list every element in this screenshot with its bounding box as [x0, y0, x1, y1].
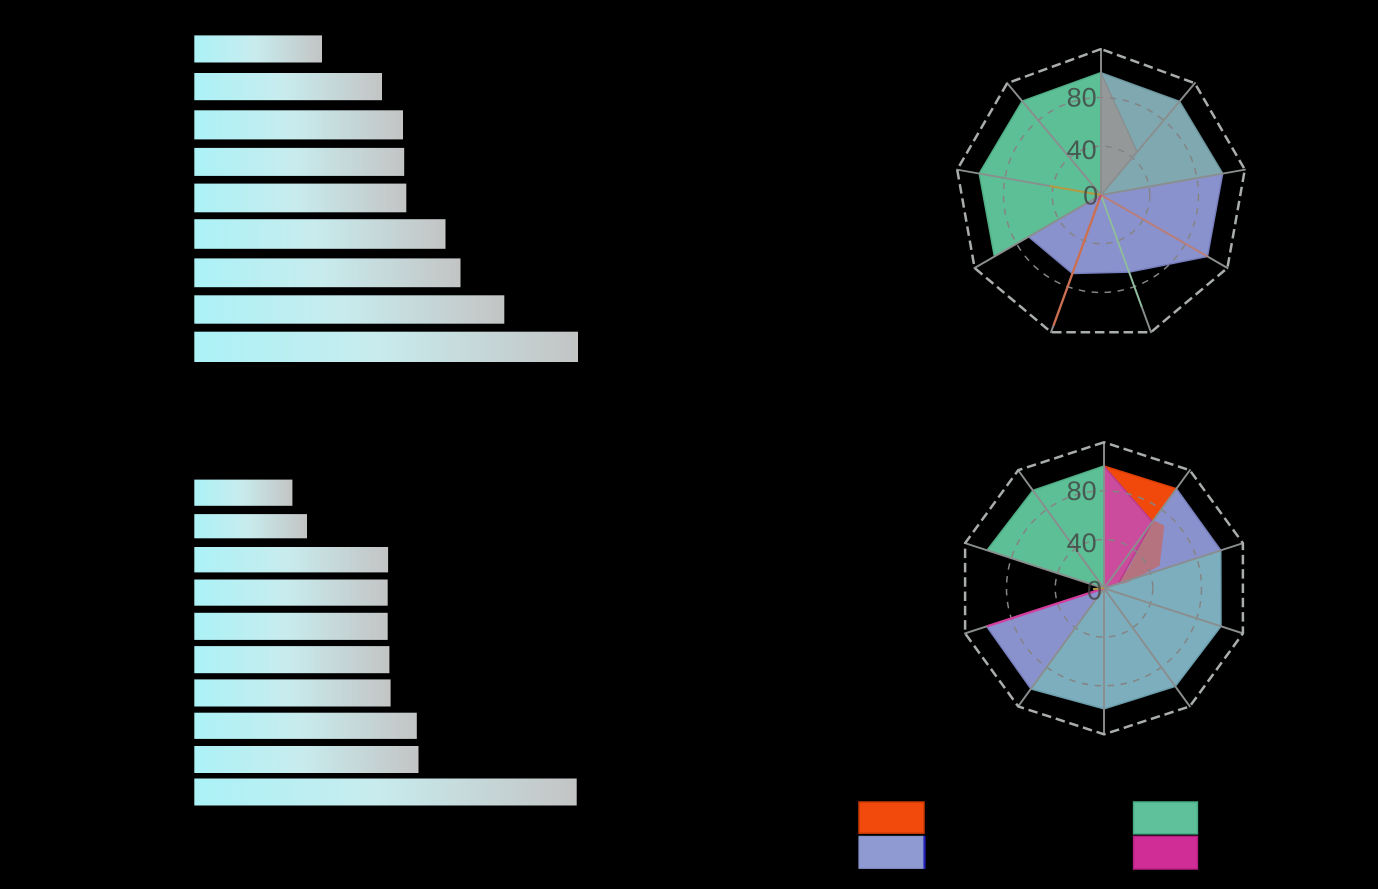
- svg-text:0: 0: [1087, 575, 1102, 605]
- svg-text:80: 80: [1067, 83, 1097, 113]
- svg-text:40: 40: [1067, 135, 1097, 165]
- svg-text:0: 0: [1083, 180, 1098, 210]
- svg-text:40: 40: [1067, 528, 1097, 558]
- svg-text:80: 80: [1067, 476, 1097, 506]
